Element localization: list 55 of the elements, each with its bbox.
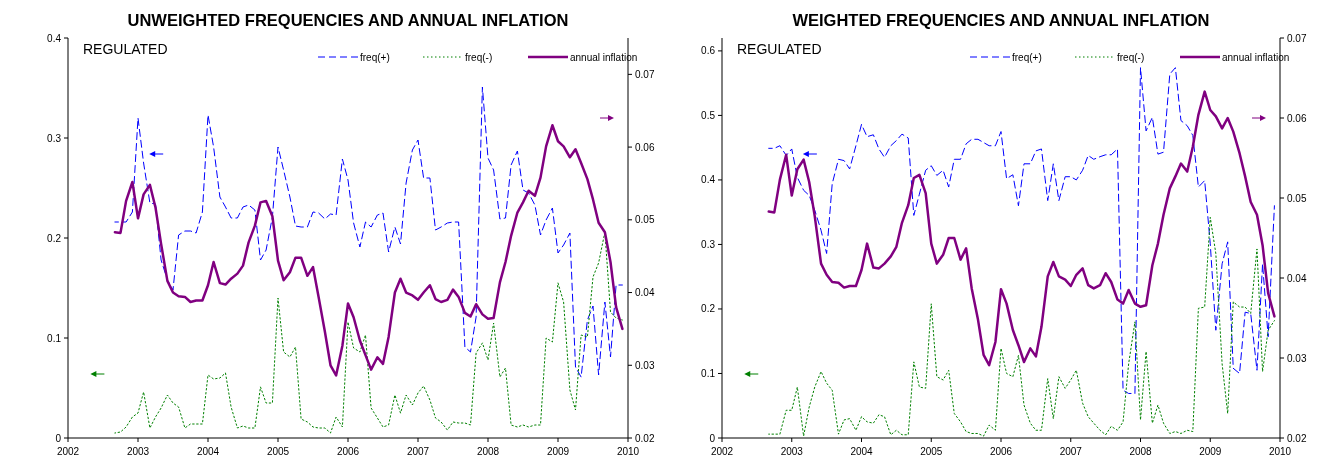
chart-title: WEIGHTED FREQUENCIES AND ANNUAL INFLATION (792, 11, 1210, 29)
y-tick-label: 0.4 (701, 174, 716, 186)
y-tick-label: 0.2 (701, 303, 716, 315)
y-tick-label: 0.1 (47, 332, 62, 344)
y2-tick-label: 0.04 (1287, 272, 1307, 284)
y-tick-label: 0.3 (701, 238, 716, 250)
y-tick-label: 0.1 (701, 367, 716, 379)
chart-title: UNWEIGHTED FREQUENCIES AND ANNUAL INFLATION (127, 11, 569, 29)
y-tick-label: 0.4 (47, 32, 62, 44)
legend-label: freq(+) (360, 51, 390, 63)
legend-label: freq(-) (1117, 51, 1145, 63)
x-tick-label: 2003 (126, 446, 150, 457)
annotation: REGULATED (737, 41, 822, 57)
x-tick-label: 2010 (1268, 446, 1292, 457)
legend-label: freq(+) (1012, 51, 1042, 63)
y2-tick-label: 0.03 (1287, 352, 1307, 364)
y2-tick-label: 0.05 (635, 214, 655, 226)
y2-tick-label: 0.05 (1287, 192, 1307, 204)
y2-tick-label: 0.04 (635, 287, 655, 299)
y-tick-label: 0.3 (47, 132, 62, 144)
x-tick-label: 2009 (546, 446, 570, 457)
y-tick-label: 0 (709, 432, 716, 444)
x-tick-label: 2007 (406, 446, 430, 457)
x-tick-label: 2010 (616, 446, 640, 457)
y2-tick-label: 0.02 (635, 432, 655, 444)
x-tick-label: 2002 (56, 446, 80, 457)
y-tick-label: 0 (55, 432, 62, 444)
x-tick-label: 2009 (1199, 446, 1222, 457)
line-series (768, 67, 1275, 394)
y2-tick-label: 0.06 (635, 141, 655, 153)
y2-tick-label: 0.02 (1287, 432, 1307, 444)
x-tick-label: 2005 (266, 446, 290, 457)
legend-label: annual inflation (1222, 51, 1290, 63)
y-tick-label: 0.6 (701, 45, 716, 57)
y2-tick-label: 0.06 (1287, 112, 1307, 124)
y-tick-label: 0.5 (701, 109, 716, 121)
x-tick-label: 2006 (336, 446, 360, 457)
legend-label: annual inflation (570, 51, 638, 63)
x-tick-label: 2006 (989, 446, 1013, 457)
line-series (768, 216, 1275, 437)
x-tick-label: 2004 (196, 446, 220, 457)
legend-label: freq(-) (465, 51, 493, 63)
x-tick-label: 2004 (850, 446, 874, 457)
y-tick-label: 0.2 (47, 232, 62, 244)
y2-tick-label: 0.07 (635, 68, 655, 80)
x-tick-label: 2005 (920, 446, 943, 457)
x-tick-label: 2008 (476, 446, 500, 457)
x-tick-label: 2007 (1059, 446, 1083, 457)
x-tick-label: 2002 (710, 446, 734, 457)
y2-tick-label: 0.07 (1287, 32, 1307, 44)
annotation: REGULATED (83, 41, 168, 57)
x-tick-label: 2008 (1129, 446, 1153, 457)
y2-tick-label: 0.03 (635, 359, 655, 371)
line-series (767, 90, 1276, 367)
x-tick-label: 2003 (780, 446, 804, 457)
